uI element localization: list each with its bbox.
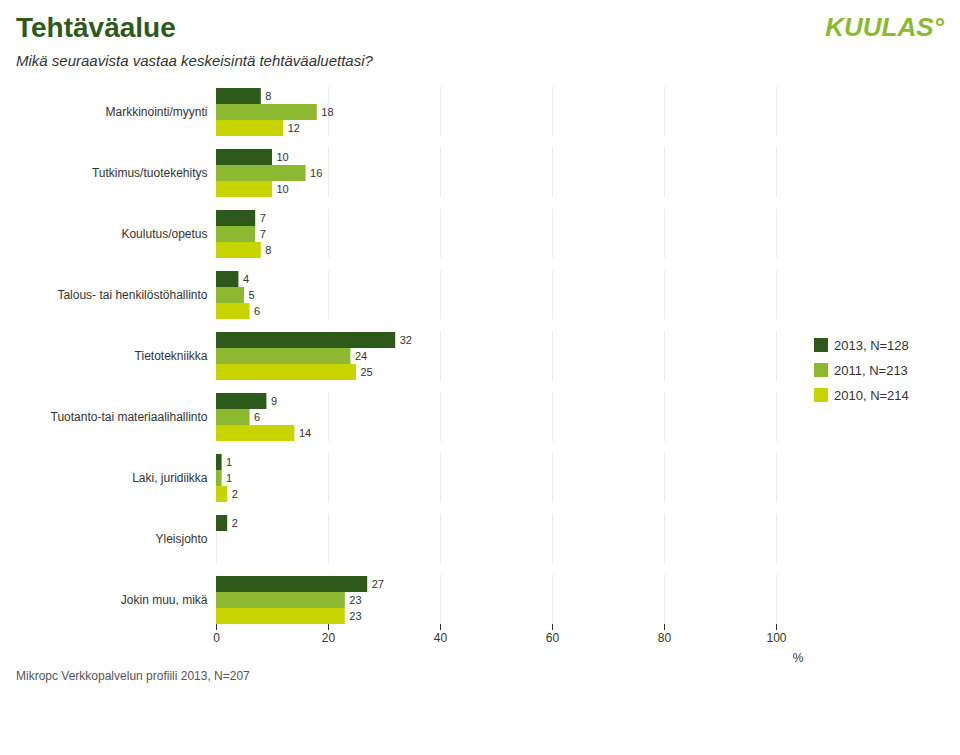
svg-text:18: 18 — [321, 106, 333, 118]
svg-text:6: 6 — [254, 305, 260, 317]
svg-text:14: 14 — [299, 427, 311, 439]
html-text:Tehtäväalue: Tehtäväalue — [16, 12, 176, 43]
svg-text:23: 23 — [349, 594, 361, 606]
svg-text:Laki, juridiikka: Laki, juridiikka — [132, 471, 208, 485]
svg-text:0: 0 — [213, 631, 220, 645]
svg-text:25: 25 — [361, 366, 373, 378]
svg-text:40: 40 — [434, 631, 448, 645]
svg-text:8: 8 — [265, 90, 271, 102]
svg-text:2: 2 — [232, 488, 238, 500]
html-text:Mikä seuraavista vastaa keskei: Mikä seuraavista vastaa keskeisintä teht… — [16, 52, 373, 69]
svg-text:Talous- tai henkilöstöhallinto: Talous- tai henkilöstöhallinto — [57, 288, 207, 302]
svg-text:Tutkimus/tuotekehitys: Tutkimus/tuotekehitys — [92, 166, 208, 180]
html-text:2011, N=213: 2011, N=213 — [834, 362, 908, 378]
svg-text:8: 8 — [265, 244, 271, 256]
svg-text:%: % — [793, 651, 804, 665]
svg-text:27: 27 — [372, 578, 384, 590]
svg-text:Koulutus/opetus: Koulutus/opetus — [121, 227, 207, 241]
svg-text:7: 7 — [260, 212, 266, 224]
svg-text:80: 80 — [658, 631, 672, 645]
html-text:KUULAS°: KUULAS° — [825, 12, 944, 42]
svg-text:16: 16 — [310, 167, 322, 179]
svg-text:6: 6 — [254, 411, 260, 423]
svg-text:7: 7 — [260, 228, 266, 240]
svg-text:32: 32 — [400, 334, 412, 346]
html-text:Mikropc Verkkopalvelun profiil: Mikropc Verkkopalvelun profiili 2013, N=… — [16, 669, 250, 683]
svg-text:4: 4 — [243, 273, 249, 285]
svg-text:24: 24 — [355, 350, 367, 362]
svg-text:Tuotanto-tai materiaalihallint: Tuotanto-tai materiaalihallinto — [51, 410, 208, 424]
svg-text:Yleisjohto: Yleisjohto — [155, 532, 207, 546]
html-text:2013, N=128: 2013, N=128 — [834, 337, 909, 353]
svg-text:10: 10 — [277, 183, 289, 195]
html-text:2010, N=214: 2010, N=214 — [834, 387, 909, 403]
svg-text:Tietotekniikka: Tietotekniikka — [135, 349, 208, 363]
svg-text:100: 100 — [766, 631, 786, 645]
svg-text:2: 2 — [232, 517, 238, 529]
svg-text:5: 5 — [249, 289, 255, 301]
svg-text:1: 1 — [226, 472, 232, 484]
svg-text:Jokin muu, mikä: Jokin muu, mikä — [121, 593, 208, 607]
svg-text:12: 12 — [288, 122, 300, 134]
svg-text:9: 9 — [271, 395, 277, 407]
svg-text:10: 10 — [277, 151, 289, 163]
svg-text:20: 20 — [322, 631, 336, 645]
svg-text:60: 60 — [546, 631, 560, 645]
svg-text:Markkinointi/myynti: Markkinointi/myynti — [105, 105, 207, 119]
svg-text:1: 1 — [226, 456, 232, 468]
svg-text:23: 23 — [349, 610, 361, 622]
